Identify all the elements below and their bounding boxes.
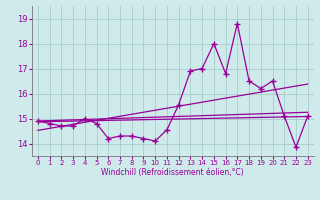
X-axis label: Windchill (Refroidissement éolien,°C): Windchill (Refroidissement éolien,°C) bbox=[101, 168, 244, 177]
